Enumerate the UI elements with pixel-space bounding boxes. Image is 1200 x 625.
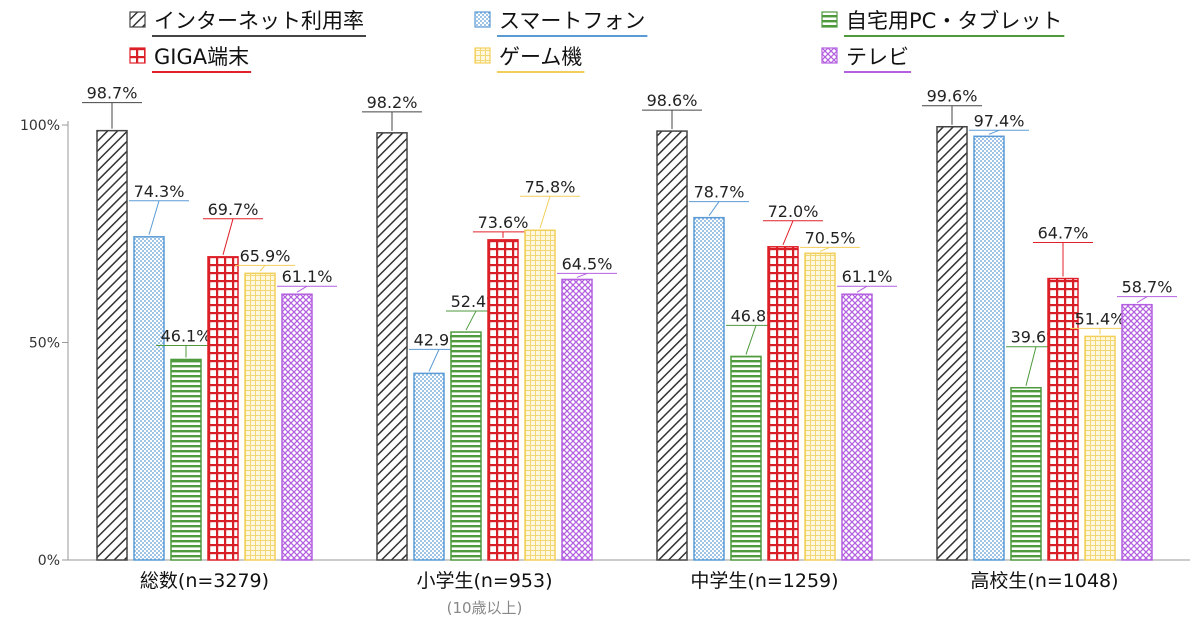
data-label-leader xyxy=(1136,296,1148,304)
legend-label: インターネット利用率 xyxy=(154,9,364,33)
data-label-leader xyxy=(745,325,757,355)
y-axis: 0% 50% 100% xyxy=(20,118,1190,569)
bar xyxy=(1121,303,1153,561)
legend-swatch xyxy=(821,11,838,28)
bar xyxy=(1084,335,1116,561)
data-label-leader xyxy=(819,246,831,252)
data-label: 72.0% xyxy=(768,202,819,221)
data-label: 74.3% xyxy=(134,182,185,201)
data-label-leader xyxy=(576,272,588,278)
data-label-leader xyxy=(1025,346,1037,386)
x-axis: 総数(n=3279) 小学生(n=953) (10歳以上) 中学生(n=1259) 高校… xyxy=(140,570,1119,617)
legend-swatch xyxy=(821,47,838,64)
y-tick-label: 0% xyxy=(38,553,60,569)
data-label: 61.1% xyxy=(842,267,893,286)
data-label-leader xyxy=(148,200,160,235)
bar xyxy=(170,358,202,561)
bar xyxy=(450,331,482,561)
legend: インターネット利用率 スマートフォン 自宅用PC・タブレット GIGA端末 ゲーム機 テレ… xyxy=(129,9,1065,73)
x-category-label: 中学生(n=1259) xyxy=(690,570,838,592)
legend-swatch xyxy=(474,47,491,64)
data-label: 58.7% xyxy=(1122,278,1173,297)
data-label-leader xyxy=(259,265,266,272)
data-label: 65.9% xyxy=(240,246,291,265)
x-category-label: 総数(n=3279) xyxy=(140,570,269,592)
data-label: 69.7% xyxy=(208,200,259,219)
data-label: 98.2% xyxy=(367,93,418,112)
data-label: 73.6% xyxy=(478,213,529,232)
data-label-leader xyxy=(296,285,308,293)
data-label-leader xyxy=(428,349,440,372)
bar xyxy=(656,130,688,561)
bar xyxy=(936,125,968,561)
data-label-leader xyxy=(708,201,720,216)
legend-label: GIGA端末 xyxy=(154,45,249,69)
bar xyxy=(973,135,1005,561)
data-label-leader xyxy=(539,196,551,229)
legend-label: テレビ xyxy=(846,45,909,69)
legend-label: 自宅用PC・タブレット xyxy=(846,9,1062,33)
bar xyxy=(96,129,128,561)
data-label-leader xyxy=(782,220,794,245)
data-label-leader xyxy=(465,310,477,331)
bar xyxy=(561,278,593,561)
bar xyxy=(767,246,799,561)
y-tick-label: 100% xyxy=(20,118,60,134)
legend-swatch xyxy=(474,11,491,28)
bars: 98.7%74.3%46.1%69.7%65.9%61.1%98.2%42.9%… xyxy=(82,84,1177,561)
bar xyxy=(376,132,408,561)
legend-swatch xyxy=(129,47,146,64)
bar xyxy=(804,252,836,561)
bar xyxy=(841,293,873,561)
data-label: 75.8% xyxy=(525,177,576,196)
bar xyxy=(244,272,276,561)
x-category-label: 小学生(n=953) xyxy=(416,570,552,592)
bar xyxy=(413,372,445,561)
data-label-leader xyxy=(988,129,1000,135)
bar xyxy=(730,355,762,561)
bar xyxy=(693,216,725,561)
bar xyxy=(133,236,165,561)
data-label: 70.5% xyxy=(805,228,856,247)
data-label: 51.4% xyxy=(1075,309,1126,328)
data-label: 64.7% xyxy=(1038,224,1089,243)
bar xyxy=(1010,386,1042,561)
data-label: 78.7% xyxy=(694,183,745,202)
y-tick-label: 50% xyxy=(29,336,60,352)
legend-label: ゲーム機 xyxy=(499,45,582,69)
data-label: 98.6% xyxy=(647,91,698,110)
data-label-leader xyxy=(222,218,234,255)
data-label-leader xyxy=(856,285,868,293)
data-label: 97.4% xyxy=(974,111,1025,130)
data-label: 61.1% xyxy=(282,267,333,286)
data-label: 98.7% xyxy=(87,84,138,103)
bar xyxy=(281,293,313,561)
x-category-label: 高校生(n=1048) xyxy=(970,570,1118,592)
data-label: 64.5% xyxy=(562,254,613,273)
data-label: 99.6% xyxy=(927,87,978,106)
bar xyxy=(487,239,519,561)
bar xyxy=(524,229,556,561)
data-label: 46.1% xyxy=(161,326,212,345)
legend-label: スマートフォン xyxy=(499,9,645,33)
legend-swatch xyxy=(129,11,146,28)
bar xyxy=(207,256,239,561)
x-category-sublabel: (10歳以上) xyxy=(447,599,523,617)
bar xyxy=(1047,277,1079,561)
